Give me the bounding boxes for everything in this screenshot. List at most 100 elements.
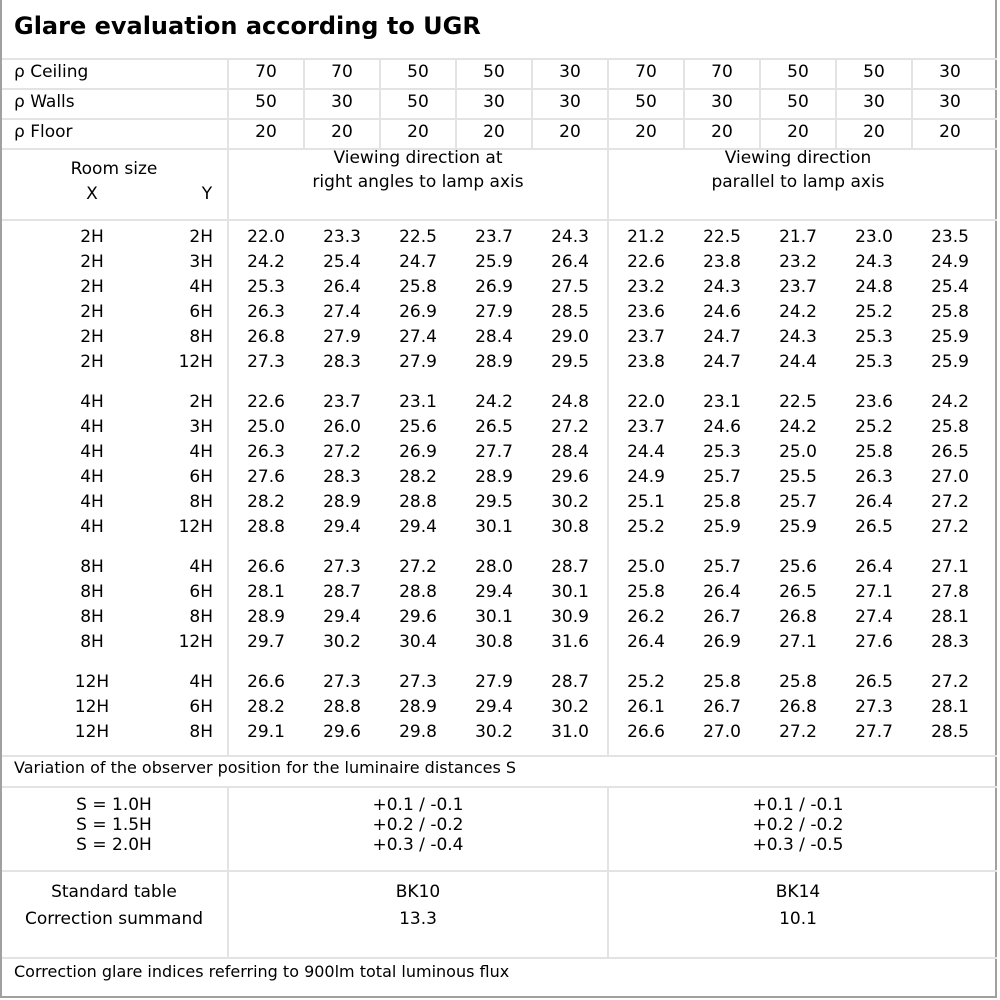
ugr-value: 27.1 xyxy=(855,582,893,602)
ugr-value: 27.3 xyxy=(399,672,437,692)
room-x-label: X xyxy=(86,184,98,204)
ugr-value: 29.1 xyxy=(247,722,285,742)
ugr-value: 24.3 xyxy=(551,227,589,247)
ugr-value: 28.9 xyxy=(475,467,513,487)
room-y-value: 8H xyxy=(189,722,213,742)
ugr-value: 26.5 xyxy=(779,582,817,602)
ugr-value: 26.3 xyxy=(247,442,285,462)
ugr-value: 23.7 xyxy=(475,227,513,247)
ugr-value: 30.2 xyxy=(475,722,513,742)
ugr-value: 25.3 xyxy=(855,352,893,372)
ugr-value: 26.5 xyxy=(855,517,893,537)
ugr-value: 25.2 xyxy=(627,672,665,692)
ugr-value: 23.8 xyxy=(627,352,665,372)
ugr-value: 29.0 xyxy=(551,327,589,347)
room-y-value: 8H xyxy=(189,607,213,627)
reflectance-value: 20 xyxy=(483,122,505,142)
ugr-value: 30.1 xyxy=(475,607,513,627)
ugr-value: 27.9 xyxy=(475,302,513,322)
ugr-value: 25.9 xyxy=(703,517,741,537)
reflectance-value: 30 xyxy=(559,92,581,112)
ugr-value: 27.4 xyxy=(323,302,361,322)
divider xyxy=(759,58,761,148)
room-y-value: 6H xyxy=(189,697,213,717)
viewing-parallel-header: Viewing direction parallel to lamp axis xyxy=(608,146,988,194)
page-title: Glare evaluation according to UGR xyxy=(14,12,481,40)
ugr-value: 25.8 xyxy=(931,417,969,437)
room-y-value: 2H xyxy=(189,392,213,412)
correction-summand-parallel: 10.1 xyxy=(779,909,817,929)
ugr-value: 27.2 xyxy=(931,672,969,692)
variation-parallel-value: +0.1 / -0.1 xyxy=(752,795,844,815)
room-y-label: Y xyxy=(201,184,213,204)
variation-right-value: +0.1 / -0.1 xyxy=(372,795,464,815)
ugr-value: 28.7 xyxy=(323,582,361,602)
reflectance-value: 20 xyxy=(711,122,733,142)
ugr-value: 28.2 xyxy=(247,697,285,717)
ugr-value: 29.6 xyxy=(551,467,589,487)
ugr-value: 25.4 xyxy=(323,252,361,272)
ugr-value: 26.8 xyxy=(247,327,285,347)
ugr-value: 29.4 xyxy=(323,607,361,627)
reflectance-value: 20 xyxy=(331,122,353,142)
ugr-value: 22.6 xyxy=(627,252,665,272)
room-y-value: 4H xyxy=(189,672,213,692)
reflectance-value: 70 xyxy=(635,62,657,82)
reflectance-value: 20 xyxy=(407,122,429,142)
ugr-value: 28.1 xyxy=(931,607,969,627)
room-y-value: 6H xyxy=(189,467,213,487)
divider xyxy=(2,118,997,120)
ugr-value: 30.8 xyxy=(551,517,589,537)
ugr-value: 25.5 xyxy=(779,467,817,487)
room-x-value: 8H xyxy=(80,607,104,627)
room-x-value: 2H xyxy=(80,352,104,372)
ugr-value: 26.4 xyxy=(627,632,665,652)
ugr-value: 26.7 xyxy=(703,697,741,717)
ugr-value: 23.8 xyxy=(703,252,741,272)
header-line: right angles to lamp axis xyxy=(312,172,524,192)
room-y-value: 12H xyxy=(178,517,213,537)
room-x-value: 2H xyxy=(80,277,104,297)
ugr-value: 27.7 xyxy=(855,722,893,742)
room-x-value: 2H xyxy=(80,227,104,247)
ugr-value: 23.5 xyxy=(931,227,969,247)
ugr-value: 25.8 xyxy=(779,672,817,692)
ugr-value: 25.7 xyxy=(703,557,741,577)
standard-table-parallel: BK14 xyxy=(775,882,821,902)
ugr-value: 24.4 xyxy=(779,352,817,372)
reflectance-value: 30 xyxy=(939,92,961,112)
ugr-value: 24.3 xyxy=(779,327,817,347)
room-y-value: 8H xyxy=(189,327,213,347)
ugr-value: 27.9 xyxy=(475,672,513,692)
ugr-value: 24.9 xyxy=(931,252,969,272)
ugr-value: 26.9 xyxy=(399,302,437,322)
room-size-label: Room size xyxy=(70,159,158,179)
ugr-value: 26.6 xyxy=(627,722,665,742)
divider xyxy=(911,58,913,148)
divider xyxy=(2,148,997,150)
ugr-value: 26.9 xyxy=(703,632,741,652)
ugr-value: 24.7 xyxy=(703,352,741,372)
room-x-value: 12H xyxy=(74,672,110,692)
ugr-value: 28.8 xyxy=(247,517,285,537)
room-y-value: 6H xyxy=(189,302,213,322)
ugr-value: 28.3 xyxy=(931,632,969,652)
ugr-value: 26.4 xyxy=(551,252,589,272)
ugr-value: 30.2 xyxy=(551,492,589,512)
ugr-value: 26.4 xyxy=(323,277,361,297)
ugr-value: 24.6 xyxy=(703,417,741,437)
ugr-value: 26.6 xyxy=(247,557,285,577)
ugr-value: 28.9 xyxy=(247,607,285,627)
reflectance-value: 50 xyxy=(787,62,809,82)
standard-table-label: Standard table xyxy=(51,882,177,902)
reflectance-value: 30 xyxy=(331,92,353,112)
ugr-value: 26.6 xyxy=(247,672,285,692)
ugr-value: 21.2 xyxy=(627,227,665,247)
ugr-value: 23.7 xyxy=(779,277,817,297)
ugr-value: 26.2 xyxy=(627,607,665,627)
ugr-value: 29.6 xyxy=(399,607,437,627)
divider xyxy=(531,58,533,148)
ugr-value: 25.7 xyxy=(703,467,741,487)
ugr-value: 28.5 xyxy=(931,722,969,742)
ugr-value: 25.9 xyxy=(475,252,513,272)
